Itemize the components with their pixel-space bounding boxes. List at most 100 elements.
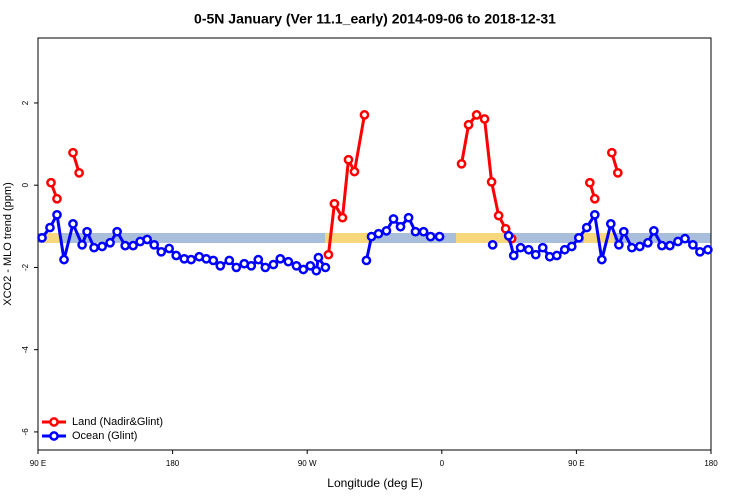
point [410,226,421,237]
land-band [456,233,508,243]
point [649,225,659,236]
point [105,237,115,248]
x-tick-label: 180 [704,459,718,468]
x-tick-label: 0 [440,459,445,468]
point [156,246,167,257]
point [530,249,541,260]
point [313,252,324,263]
point [503,230,514,241]
point [208,255,219,266]
point [68,219,78,229]
point [634,241,645,252]
point [89,242,99,253]
point [381,225,392,236]
point [695,246,705,257]
y-tick-label: 2 [21,100,30,105]
point [275,253,286,264]
point [703,244,713,255]
x-tick-label: 90 E [30,459,46,468]
y-tick-label: -2 [21,263,30,271]
point [581,222,592,233]
point [618,226,629,237]
point [246,260,257,271]
point [128,240,138,251]
point [291,260,302,271]
point [349,166,360,177]
x-tick-label: 90 W [298,459,317,468]
point [688,239,698,250]
point [589,193,600,204]
point [596,254,607,265]
point [493,210,504,221]
point [186,254,196,265]
point [253,254,264,265]
point [612,168,623,178]
point [97,241,108,252]
point [486,177,497,187]
point [551,250,562,261]
point [359,110,370,120]
point [112,226,122,237]
point [508,250,519,261]
point [45,222,55,233]
point [606,147,617,158]
point [142,234,153,245]
point [164,243,175,254]
y-tick-label: -4 [21,346,30,354]
point [627,242,637,253]
point [260,262,271,273]
point [343,154,354,165]
point [329,198,340,209]
point [224,255,235,266]
point [337,212,348,223]
point [37,232,47,243]
point [77,239,87,250]
point [463,119,474,130]
point [418,226,429,237]
point [268,259,279,270]
point [323,249,334,260]
point [643,237,653,248]
point [298,264,309,275]
point [487,239,498,250]
land-band [44,233,62,243]
x-axis-label: Longitude (deg E) [327,476,422,490]
y-tick-label: 0 [21,182,30,187]
point [388,214,399,224]
point [231,262,242,273]
point [537,242,548,253]
point [515,242,526,253]
legend-label: Land (Nadir&Glint) [72,416,163,428]
point [471,110,482,120]
point [523,244,534,255]
plot-frame [37,37,712,451]
y-tick-label: -6 [21,428,30,436]
point [59,254,69,265]
point [120,240,131,251]
point [283,256,294,267]
point [361,255,372,266]
point [68,147,78,158]
point [311,265,322,276]
point [680,233,690,244]
point [585,177,595,188]
x-tick-label: 180 [166,459,180,468]
x-tick-label: 90 E [568,459,584,468]
point [149,239,160,250]
point [614,239,624,250]
point [373,228,384,239]
point [74,168,84,178]
point [320,262,331,273]
legend-marker [49,431,59,441]
point [589,209,600,220]
series-line [49,113,620,255]
point [52,209,62,220]
point [82,226,92,237]
point [456,158,467,169]
point [52,193,62,204]
point [657,240,667,251]
point [305,260,316,271]
point [425,231,436,242]
chart-title: 0-5N January (Ver 11.1_early) 2014-09-06… [194,11,556,27]
